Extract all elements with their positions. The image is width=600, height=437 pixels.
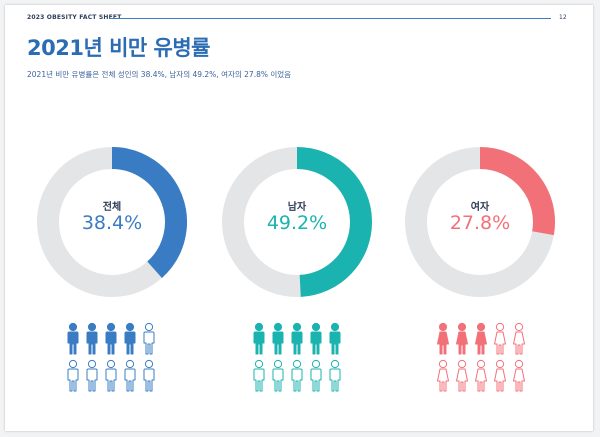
donut-label-male: 남자 xyxy=(287,202,307,213)
donut-chart-male: 남자 49.2% xyxy=(221,146,373,298)
person-icon xyxy=(105,359,117,392)
person-icon xyxy=(143,322,155,355)
donut-arc-female xyxy=(479,147,555,236)
page-subtitle: 2021년 비만 유병률은 전체 성인의 38.4%, 남자의 49.2%, 여… xyxy=(27,70,292,79)
person-icon xyxy=(272,359,284,392)
donut-label-female: 여자 xyxy=(470,202,490,213)
person-icon xyxy=(124,322,136,355)
donut-svg-male xyxy=(222,147,372,297)
page-title: 2021년 비만 유병률 xyxy=(27,36,211,60)
person-icon xyxy=(456,322,468,355)
person-icon xyxy=(86,359,98,392)
person-icon xyxy=(329,322,341,355)
person-icon xyxy=(291,359,303,392)
people-pictogram-total xyxy=(63,321,163,395)
page-header: 2023 OBESITY FACT SHEET 12 xyxy=(5,5,593,35)
header-rule xyxy=(109,18,551,19)
page-number: 12 xyxy=(559,14,567,21)
person-icon xyxy=(143,359,155,392)
person-icon xyxy=(475,322,487,355)
person-icon xyxy=(253,322,265,355)
person-icon xyxy=(437,359,449,392)
person-icon xyxy=(310,322,322,355)
donut-value-female: 27.8% xyxy=(449,212,511,234)
fact-sheet-page: 2023 OBESITY FACT SHEET 12 2021년 비만 유병률 … xyxy=(5,5,593,431)
donut-svg-total xyxy=(37,147,187,297)
donut-chart-female: 여자 27.8% xyxy=(404,146,556,298)
person-icon xyxy=(67,359,79,392)
person-icon xyxy=(329,359,341,392)
fact-sheet-label: 2023 OBESITY FACT SHEET xyxy=(27,14,122,21)
person-icon xyxy=(272,322,284,355)
donut-value-total: 38.4% xyxy=(81,212,143,234)
people-pictogram-female xyxy=(433,321,533,395)
person-icon xyxy=(310,359,322,392)
person-icon xyxy=(124,359,136,392)
donut-svg-female xyxy=(405,147,555,297)
person-icon xyxy=(494,359,506,392)
person-icon xyxy=(456,359,468,392)
donut-chart-total: 전체 38.4% xyxy=(36,146,188,298)
people-pictogram-male xyxy=(249,321,349,395)
person-icon xyxy=(494,322,506,355)
person-icon xyxy=(105,322,117,355)
person-icon xyxy=(86,322,98,355)
donut-arc-total xyxy=(111,147,187,278)
donut-label-total: 전체 xyxy=(102,202,122,213)
person-icon xyxy=(475,359,487,392)
person-icon xyxy=(437,322,449,355)
person-icon xyxy=(253,359,265,392)
person-icon xyxy=(513,322,525,355)
person-icon xyxy=(513,359,525,392)
donut-value-male: 49.2% xyxy=(266,212,328,234)
person-icon xyxy=(67,322,79,355)
donut-arc-male xyxy=(296,147,372,297)
person-icon xyxy=(291,322,303,355)
